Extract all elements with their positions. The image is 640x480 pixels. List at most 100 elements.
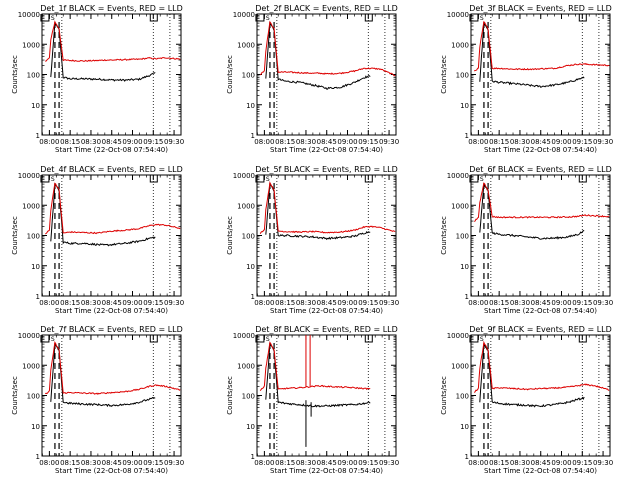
start-marker-label: S xyxy=(480,176,484,183)
x-tick-label: 09:30 xyxy=(164,138,184,146)
x-tick-label: 08:45 xyxy=(317,459,337,467)
x-tick-label: 08:30 xyxy=(81,459,101,467)
y-tick-label: 10 xyxy=(460,102,469,110)
y-tick-label: 1 xyxy=(251,453,255,461)
series-events-line xyxy=(479,344,585,408)
x-tick-label: 08:45 xyxy=(531,138,551,146)
x-tick-label: 09:15 xyxy=(572,459,592,467)
start-marker-label: S xyxy=(266,176,270,183)
y-tick-label: 1000 xyxy=(237,41,255,49)
x-tick-label: 08:30 xyxy=(81,138,101,146)
panel-title: Det_6f BLACK = Events, RED = LLD xyxy=(469,165,612,174)
x-tick-label: 08:30 xyxy=(510,299,530,307)
y-tick-label: 10000 xyxy=(18,332,40,340)
background-marker-bracket xyxy=(578,14,587,22)
y-tick-label: 1 xyxy=(465,453,469,461)
start-marker-bracket xyxy=(40,335,50,343)
x-tick-label: 09:15 xyxy=(358,138,378,146)
x-tick-label: 09:00 xyxy=(551,138,571,146)
x-tick-label: 09:00 xyxy=(337,459,357,467)
x-axis-label: Start Time (22-Oct-08 07:54:40) xyxy=(484,307,597,315)
x-tick-label: 08:45 xyxy=(102,459,122,467)
x-tick-label: 08:30 xyxy=(81,299,101,307)
x-tick-label: 08:00 xyxy=(254,299,274,307)
series-lld-line xyxy=(473,340,610,393)
start-marker-bracket xyxy=(40,14,50,22)
panel-7: Det_7f BLACK = Events, RED = LLD 1 10 100 10… xyxy=(11,325,184,475)
y-tick-label: 1000 xyxy=(451,202,469,210)
x-tick-label: 09:30 xyxy=(593,138,613,146)
y-tick-label: 10000 xyxy=(233,172,255,180)
x-tick-label: 09:15 xyxy=(572,138,592,146)
y-tick-label: 1000 xyxy=(22,41,40,49)
series-lld-line xyxy=(44,182,181,235)
y-tick-label: 1000 xyxy=(22,362,40,370)
x-tick-label: 08:00 xyxy=(468,459,488,467)
x-tick-label: 08:15 xyxy=(60,299,80,307)
x-axis-label: Start Time (22-Oct-08 07:54:40) xyxy=(55,307,168,315)
x-tick-label: 08:15 xyxy=(489,459,509,467)
y-axis-label: Counts/sec xyxy=(440,55,448,94)
x-tick-label: 08:30 xyxy=(296,299,316,307)
start-marker-bracket xyxy=(255,14,265,22)
y-tick-label: 10 xyxy=(460,423,469,431)
panel-title: Det_7f BLACK = Events, RED = LLD xyxy=(40,325,183,334)
x-tick-label: 09:30 xyxy=(593,459,613,467)
x-tick-label: 09:30 xyxy=(379,138,399,146)
x-tick-label: 08:45 xyxy=(317,138,337,146)
y-tick-label: 1 xyxy=(36,453,40,461)
y-tick-label: 10000 xyxy=(447,332,469,340)
start-marker-label: S xyxy=(51,176,55,183)
series-lld-line xyxy=(259,341,371,392)
y-tick-label: 10 xyxy=(31,263,40,271)
x-tick-label: 09:15 xyxy=(358,459,378,467)
start-marker-label: S xyxy=(480,15,484,22)
y-tick-label: 100 xyxy=(27,233,40,241)
x-tick-label: 08:00 xyxy=(39,299,59,307)
x-tick-label: 08:30 xyxy=(296,459,316,467)
background-marker-bracket xyxy=(364,14,373,22)
y-axis-label: Counts/sec xyxy=(226,216,234,255)
y-tick-label: 10000 xyxy=(447,172,469,180)
x-tick-label: 09:00 xyxy=(337,138,357,146)
series-lld-line xyxy=(259,20,396,77)
y-tick-label: 10 xyxy=(246,102,255,110)
start-marker-label: S xyxy=(266,15,270,22)
x-tick-label: 09:00 xyxy=(122,138,142,146)
x-tick-label: 08:45 xyxy=(102,138,122,146)
panel-title: Det_8f BLACK = Events, RED = LLD xyxy=(255,325,398,334)
series-events-line xyxy=(50,22,156,82)
x-tick-label: 08:00 xyxy=(468,138,488,146)
y-axis-label: Counts/sec xyxy=(226,55,234,94)
start-marker-label: S xyxy=(480,336,484,343)
y-tick-label: 1 xyxy=(251,293,255,301)
y-tick-label: 10000 xyxy=(233,11,255,19)
y-tick-label: 100 xyxy=(456,233,469,241)
background-marker-bracket xyxy=(149,14,158,22)
background-marker-bracket xyxy=(364,335,373,343)
panel-8: Det_8f BLACK = Events, RED = LLD 1 10 100 10… xyxy=(226,325,399,475)
y-tick-label: 1 xyxy=(465,293,469,301)
x-tick-label: 09:00 xyxy=(122,299,142,307)
y-tick-label: 10 xyxy=(31,423,40,431)
series-events-line xyxy=(265,22,371,90)
series-events-line xyxy=(265,342,371,408)
x-axis-label: Start Time (22-Oct-08 07:54:40) xyxy=(55,146,168,154)
series-events-line xyxy=(265,183,371,241)
x-tick-label: 09:30 xyxy=(379,459,399,467)
x-axis-label: Start Time (22-Oct-08 07:54:40) xyxy=(270,146,383,154)
x-tick-label: 08:15 xyxy=(60,459,80,467)
y-tick-label: 100 xyxy=(242,233,255,241)
y-tick-label: 100 xyxy=(456,72,469,80)
series-lld-line xyxy=(45,20,181,62)
series-lld-line xyxy=(473,182,610,222)
y-axis-label: Counts/sec xyxy=(440,216,448,255)
x-tick-label: 09:15 xyxy=(143,138,163,146)
background-marker-bracket xyxy=(149,335,158,343)
background-marker-bracket xyxy=(149,175,158,183)
x-tick-label: 08:00 xyxy=(468,299,488,307)
x-tick-label: 09:00 xyxy=(337,299,357,307)
x-tick-label: 08:00 xyxy=(254,138,274,146)
y-tick-label: 1 xyxy=(251,132,255,140)
